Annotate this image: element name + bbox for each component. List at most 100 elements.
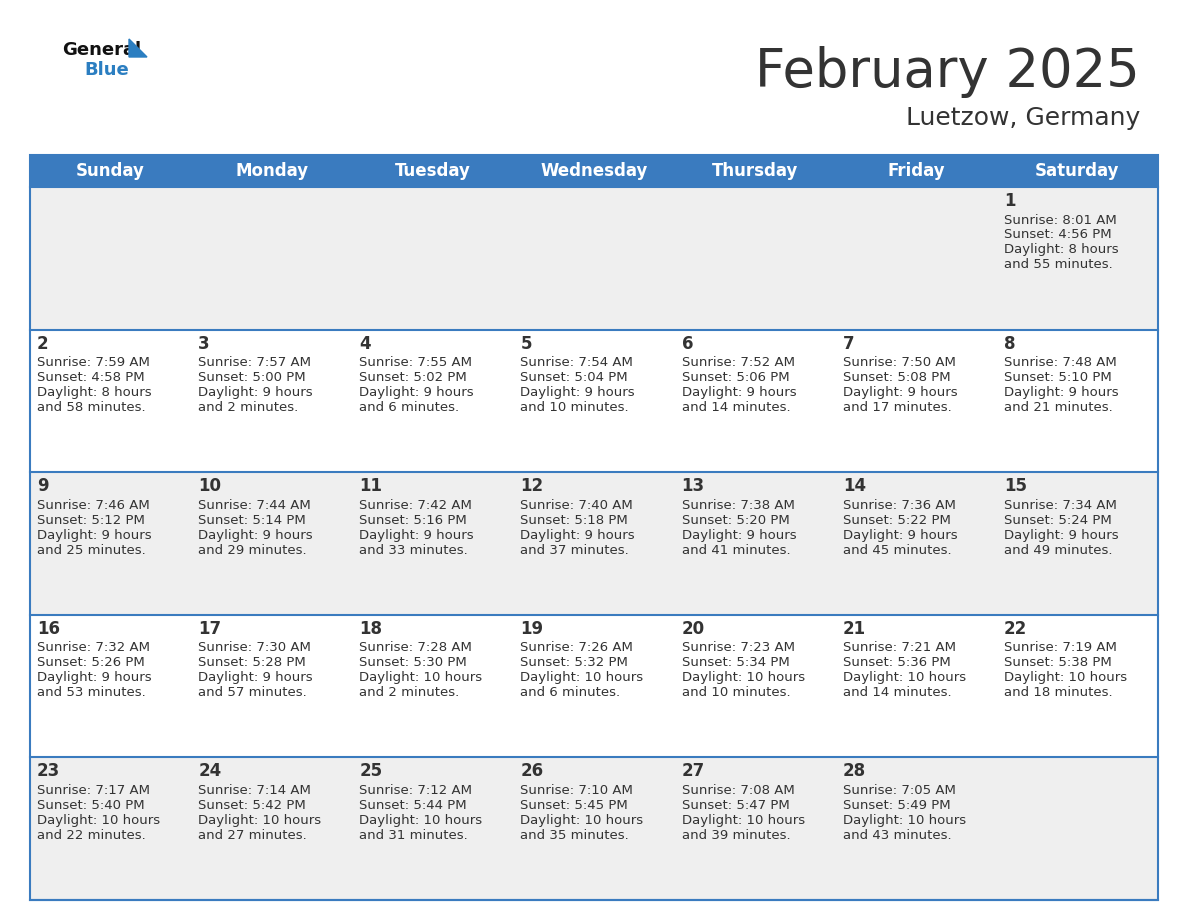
Text: and 45 minutes.: and 45 minutes. xyxy=(842,543,952,556)
Text: Daylight: 10 hours: Daylight: 10 hours xyxy=(520,671,644,684)
Text: Sunset: 5:00 PM: Sunset: 5:00 PM xyxy=(198,371,305,384)
Text: Daylight: 10 hours: Daylight: 10 hours xyxy=(37,814,160,827)
Text: Daylight: 10 hours: Daylight: 10 hours xyxy=(682,814,804,827)
Text: 16: 16 xyxy=(37,620,61,638)
Text: and 29 minutes.: and 29 minutes. xyxy=(198,543,307,556)
Bar xyxy=(30,757,1158,900)
Text: Sunrise: 7:23 AM: Sunrise: 7:23 AM xyxy=(682,642,795,655)
Text: Daylight: 9 hours: Daylight: 9 hours xyxy=(682,529,796,542)
Text: Daylight: 10 hours: Daylight: 10 hours xyxy=(198,814,321,827)
Text: Sunset: 5:45 PM: Sunset: 5:45 PM xyxy=(520,799,628,812)
Text: Sunset: 5:22 PM: Sunset: 5:22 PM xyxy=(842,514,950,527)
Bar xyxy=(30,155,1158,187)
Text: and 2 minutes.: and 2 minutes. xyxy=(198,401,298,414)
Text: Daylight: 9 hours: Daylight: 9 hours xyxy=(37,671,152,684)
Text: 5: 5 xyxy=(520,334,532,353)
Text: Sunrise: 7:08 AM: Sunrise: 7:08 AM xyxy=(682,784,795,797)
Text: Friday: Friday xyxy=(887,162,946,180)
Text: 18: 18 xyxy=(359,620,383,638)
Text: and 31 minutes.: and 31 minutes. xyxy=(359,829,468,842)
Text: 26: 26 xyxy=(520,763,544,780)
Text: Sunset: 5:08 PM: Sunset: 5:08 PM xyxy=(842,371,950,384)
Text: and 2 minutes.: and 2 minutes. xyxy=(359,687,460,700)
Text: Daylight: 10 hours: Daylight: 10 hours xyxy=(682,671,804,684)
Text: Sunrise: 7:19 AM: Sunrise: 7:19 AM xyxy=(1004,642,1117,655)
Text: 9: 9 xyxy=(37,477,49,495)
Text: 13: 13 xyxy=(682,477,704,495)
Text: Daylight: 9 hours: Daylight: 9 hours xyxy=(198,386,312,399)
Text: and 6 minutes.: and 6 minutes. xyxy=(520,687,620,700)
Text: Sunrise: 7:54 AM: Sunrise: 7:54 AM xyxy=(520,356,633,369)
Text: 12: 12 xyxy=(520,477,544,495)
Text: 21: 21 xyxy=(842,620,866,638)
Text: Sunrise: 7:26 AM: Sunrise: 7:26 AM xyxy=(520,642,633,655)
Text: 3: 3 xyxy=(198,334,210,353)
Text: Sunrise: 7:46 AM: Sunrise: 7:46 AM xyxy=(37,498,150,511)
Text: 22: 22 xyxy=(1004,620,1028,638)
Text: Sunrise: 7:14 AM: Sunrise: 7:14 AM xyxy=(198,784,311,797)
Text: Sunset: 5:10 PM: Sunset: 5:10 PM xyxy=(1004,371,1112,384)
Text: 15: 15 xyxy=(1004,477,1026,495)
Text: Sunrise: 7:38 AM: Sunrise: 7:38 AM xyxy=(682,498,795,511)
Text: Sunrise: 7:32 AM: Sunrise: 7:32 AM xyxy=(37,642,150,655)
Text: Sunrise: 7:40 AM: Sunrise: 7:40 AM xyxy=(520,498,633,511)
Text: Daylight: 9 hours: Daylight: 9 hours xyxy=(682,386,796,399)
Text: 28: 28 xyxy=(842,763,866,780)
Text: Sunrise: 7:30 AM: Sunrise: 7:30 AM xyxy=(198,642,311,655)
Text: Sunrise: 7:21 AM: Sunrise: 7:21 AM xyxy=(842,642,955,655)
Text: Sunset: 5:02 PM: Sunset: 5:02 PM xyxy=(359,371,467,384)
Text: Daylight: 9 hours: Daylight: 9 hours xyxy=(1004,529,1118,542)
Text: Daylight: 9 hours: Daylight: 9 hours xyxy=(520,529,636,542)
Text: and 41 minutes.: and 41 minutes. xyxy=(682,543,790,556)
Text: Saturday: Saturday xyxy=(1035,162,1119,180)
Text: Daylight: 10 hours: Daylight: 10 hours xyxy=(520,814,644,827)
Text: Sunrise: 7:10 AM: Sunrise: 7:10 AM xyxy=(520,784,633,797)
Text: Sunset: 5:18 PM: Sunset: 5:18 PM xyxy=(520,514,628,527)
Text: Sunset: 5:40 PM: Sunset: 5:40 PM xyxy=(37,799,145,812)
Text: and 58 minutes.: and 58 minutes. xyxy=(37,401,146,414)
Text: Blue: Blue xyxy=(84,61,128,79)
Text: 10: 10 xyxy=(198,477,221,495)
Text: Sunset: 5:20 PM: Sunset: 5:20 PM xyxy=(682,514,789,527)
Text: Sunrise: 7:55 AM: Sunrise: 7:55 AM xyxy=(359,356,473,369)
Text: 24: 24 xyxy=(198,763,221,780)
Text: and 35 minutes.: and 35 minutes. xyxy=(520,829,630,842)
Text: Daylight: 9 hours: Daylight: 9 hours xyxy=(359,386,474,399)
Text: 11: 11 xyxy=(359,477,383,495)
Text: General: General xyxy=(62,41,141,59)
Text: and 22 minutes.: and 22 minutes. xyxy=(37,829,146,842)
Text: Sunset: 5:34 PM: Sunset: 5:34 PM xyxy=(682,656,789,669)
Text: and 6 minutes.: and 6 minutes. xyxy=(359,401,460,414)
Text: February 2025: February 2025 xyxy=(756,46,1140,98)
Text: Sunrise: 8:01 AM: Sunrise: 8:01 AM xyxy=(1004,214,1117,227)
Text: 25: 25 xyxy=(359,763,383,780)
Text: Sunset: 5:24 PM: Sunset: 5:24 PM xyxy=(1004,514,1112,527)
Text: and 33 minutes.: and 33 minutes. xyxy=(359,543,468,556)
Text: Sunrise: 7:17 AM: Sunrise: 7:17 AM xyxy=(37,784,150,797)
Bar xyxy=(30,155,1158,900)
Text: Sunset: 5:38 PM: Sunset: 5:38 PM xyxy=(1004,656,1112,669)
Text: 27: 27 xyxy=(682,763,704,780)
Text: and 17 minutes.: and 17 minutes. xyxy=(842,401,952,414)
Text: Sunrise: 7:57 AM: Sunrise: 7:57 AM xyxy=(198,356,311,369)
Text: Daylight: 9 hours: Daylight: 9 hours xyxy=(520,386,636,399)
Text: Daylight: 10 hours: Daylight: 10 hours xyxy=(842,814,966,827)
Text: Sunset: 5:28 PM: Sunset: 5:28 PM xyxy=(198,656,305,669)
Text: and 25 minutes.: and 25 minutes. xyxy=(37,543,146,556)
Text: Sunset: 5:44 PM: Sunset: 5:44 PM xyxy=(359,799,467,812)
Text: Sunday: Sunday xyxy=(76,162,145,180)
Text: Daylight: 9 hours: Daylight: 9 hours xyxy=(37,529,152,542)
Text: Daylight: 8 hours: Daylight: 8 hours xyxy=(1004,243,1118,256)
Text: Sunrise: 7:48 AM: Sunrise: 7:48 AM xyxy=(1004,356,1117,369)
Text: 14: 14 xyxy=(842,477,866,495)
Text: and 39 minutes.: and 39 minutes. xyxy=(682,829,790,842)
Text: Sunset: 5:16 PM: Sunset: 5:16 PM xyxy=(359,514,467,527)
Text: Sunset: 4:58 PM: Sunset: 4:58 PM xyxy=(37,371,145,384)
Text: and 57 minutes.: and 57 minutes. xyxy=(198,687,307,700)
Text: Sunset: 5:12 PM: Sunset: 5:12 PM xyxy=(37,514,145,527)
Bar xyxy=(30,472,1158,615)
Text: Daylight: 9 hours: Daylight: 9 hours xyxy=(198,529,312,542)
Text: 23: 23 xyxy=(37,763,61,780)
Text: and 49 minutes.: and 49 minutes. xyxy=(1004,543,1112,556)
Text: and 53 minutes.: and 53 minutes. xyxy=(37,687,146,700)
